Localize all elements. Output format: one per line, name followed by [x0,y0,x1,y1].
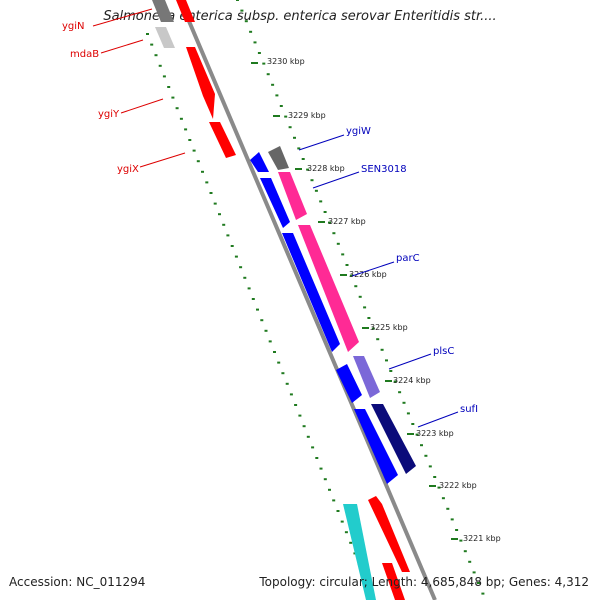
gene-feature[interactable] [353,356,380,398]
gene-feature[interactable] [155,27,175,48]
gene-feature[interactable] [250,152,269,172]
kbp-label: 3225 kbp [370,323,408,332]
kbp-label: 3222 kbp [439,481,477,490]
svg-text:plsC: plsC [433,346,454,357]
gene-feature[interactable] [282,233,340,352]
kbp-tick-3222: 3222 kbp [429,481,477,490]
minor-ticks-right [236,0,485,595]
gene-feature[interactable] [298,225,359,352]
gene-feature[interactable] [336,364,362,403]
svg-text:ygiN: ygiN [62,21,85,32]
backbone [178,0,437,600]
gene-feature[interactable] [186,47,215,119]
gene-feature[interactable] [278,172,307,220]
gene-label-ygiX: ygiX [117,152,186,175]
gene-label-ygiN: ygiN [62,8,153,32]
gene-feature[interactable] [152,0,174,22]
kbp-label: 3230 kbp [267,57,305,66]
kbp-label: 3227 kbp [328,217,366,226]
gene-feature[interactable] [176,0,195,22]
svg-text:sufI: sufI [460,404,478,415]
gene-feature[interactable] [354,409,398,484]
gene-feature[interactable] [368,496,410,572]
kbp-tick-3230: 3230 kbp [251,57,305,66]
map-title: Salmonella enterica subsp. enterica sero… [103,9,497,24]
kbp-tick-3227: 3227 kbp [318,217,366,226]
kbp-tick-3223: 3223 kbp [407,429,454,438]
gene-feature[interactable] [382,563,405,600]
kbp-tick-3228: 3228 kbp [295,164,345,173]
svg-text:mdaB: mdaB [70,49,99,60]
kbp-label: 3223 kbp [416,429,454,438]
svg-text:ygiY: ygiY [98,109,120,120]
svg-text:ygiW: ygiW [346,126,371,137]
kbp-tick-3226: 3226 kbp [340,270,387,279]
kbp-label: 3224 kbp [393,376,431,385]
kbp-label: 3228 kbp [307,164,345,173]
gene-feature[interactable] [343,504,376,600]
svg-text:SEN3018: SEN3018 [361,164,407,175]
kbp-tick-3229: 3229 kbp [273,111,326,120]
gene-feature[interactable] [209,122,236,158]
gene-label-sufI: sufI [417,404,478,428]
kbp-label: 3226 kbp [349,270,387,279]
gene-label-ygiY: ygiY [98,98,164,120]
svg-text:ygiX: ygiX [117,164,139,175]
accession-text: Accession: NC_011294 [9,575,146,589]
kbp-tick-3224: 3224 kbp [385,376,431,385]
gene-feature[interactable] [260,178,290,228]
gene-label-SEN3018: SEN3018 [312,164,407,189]
gene-label-ygiW: ygiW [298,126,371,151]
kbp-label: 3229 kbp [288,111,326,120]
gene-feature[interactable] [268,146,289,170]
gene-feature[interactable] [371,404,416,474]
kbp-label: 3221 kbp [463,534,501,543]
kbp-tick-3225: 3225 kbp [362,323,408,332]
gene-label-plsC: plsC [388,346,454,370]
topology-summary: Topology: circular; Length: 4,685,848 bp… [259,575,589,589]
svg-text:parC: parC [396,253,420,264]
kbp-tick-3221: 3221 kbp [451,534,501,543]
minor-ticks-left [146,33,374,597]
gene-label-mdaB: mdaB [70,39,144,60]
gene-label-parC: parC [351,253,420,277]
